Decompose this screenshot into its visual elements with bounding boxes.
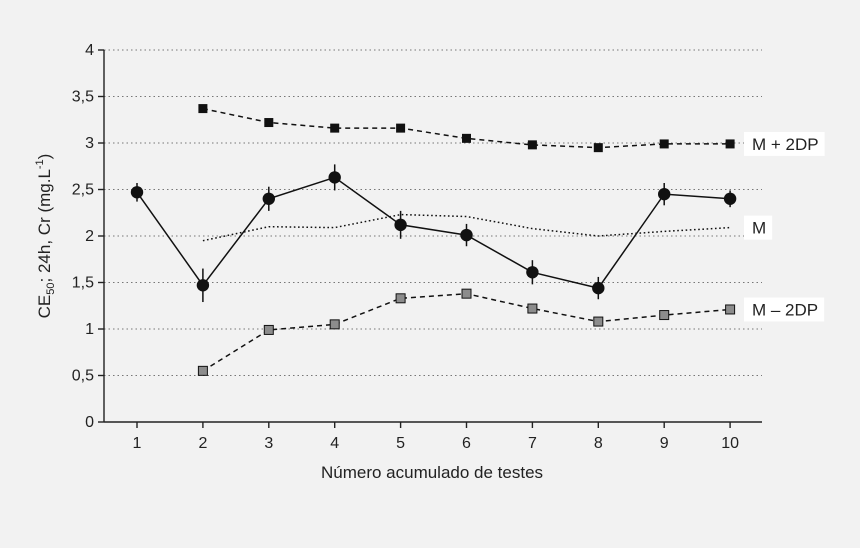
point-upper-10	[725, 139, 735, 149]
x-tick-label-4: 5	[396, 435, 405, 452]
point-tests-3	[262, 192, 275, 205]
series-label-lower: M – 2DP	[752, 300, 818, 319]
point-upper-8	[593, 143, 603, 153]
x-tick-label-2: 3	[264, 435, 273, 452]
point-upper-5	[396, 123, 406, 133]
x-tick-label-0: 1	[133, 435, 142, 452]
series-line-upper	[202, 107, 731, 149]
y-tick-label-1: 0,5	[72, 368, 94, 385]
labels-layer: 0 0,5 1 1,5 2 2,5 3 3,5 4 1 2 3 4 5 6 7 8 9 10 M + 2DP M M – …	[72, 42, 825, 452]
point-tests-10	[723, 192, 737, 205]
y-tick-label-5: 2,5	[72, 182, 94, 199]
point-upper-3	[264, 118, 274, 128]
point-lower-8	[593, 316, 604, 327]
series-line-tests	[136, 176, 731, 289]
y-tick-label-7: 3,5	[72, 89, 94, 106]
point-upper-9	[659, 139, 669, 149]
point-lower-2	[197, 365, 208, 376]
point-tests-1	[130, 186, 144, 199]
point-tests-4	[328, 171, 341, 184]
y-tick-label-0: 0	[85, 414, 94, 431]
x-tick-label-9: 10	[721, 435, 739, 452]
point-tests-2	[196, 279, 210, 292]
point-lower-9	[659, 310, 670, 321]
y-axis-title-sup: -1	[34, 159, 46, 169]
series-layer	[130, 104, 737, 376]
point-tests-6	[460, 228, 473, 242]
y-tick-label-2: 1	[85, 321, 94, 338]
point-upper-7	[527, 140, 537, 150]
x-tick-label-1: 2	[198, 435, 207, 452]
x-tick-label-3: 4	[330, 435, 339, 452]
point-lower-3	[263, 324, 274, 335]
series-label-bg-lower	[744, 297, 825, 322]
series-label-bg-mean	[744, 215, 773, 240]
series-line-mean	[202, 213, 731, 242]
series-label-upper: M + 2DP	[752, 135, 819, 154]
y-axis-title-sub: 50	[45, 282, 57, 294]
x-tick-label-5: 6	[462, 435, 471, 452]
y-tick-label-4: 2	[85, 228, 94, 245]
point-upper-2	[198, 104, 208, 114]
point-lower-4	[329, 319, 340, 330]
grid	[104, 49, 762, 377]
y-axis-title-close: )	[35, 154, 54, 160]
point-lower-5	[395, 293, 406, 304]
y-axis-title-rest: ; 24h, Cr (mg.L	[35, 169, 54, 282]
y-axis-title-base: CE	[35, 295, 54, 319]
point-lower-7	[527, 303, 538, 314]
point-tests-7	[526, 266, 539, 279]
point-upper-4	[330, 123, 340, 133]
axes	[98, 49, 762, 428]
x-tick-label-7: 8	[594, 435, 603, 452]
point-tests-9	[658, 187, 671, 201]
series-label-mean: M	[752, 219, 766, 238]
y-axis-title: CE50; 24h, Cr (mg.L-1)	[34, 154, 57, 319]
point-tests-5	[394, 218, 407, 232]
point-tests-8	[592, 281, 605, 295]
y-tick-label-8: 4	[85, 42, 94, 59]
x-tick-label-6: 7	[528, 435, 537, 452]
series-label-bg-upper	[744, 131, 825, 156]
x-tick-label-8: 9	[660, 435, 669, 452]
y-tick-label-6: 3	[85, 135, 94, 152]
point-lower-6	[461, 288, 472, 299]
point-lower-10	[725, 304, 736, 315]
point-upper-6	[462, 133, 471, 143]
y-tick-label-3: 1,5	[72, 275, 94, 292]
x-axis-title: Número acumulado de testes	[321, 463, 543, 482]
